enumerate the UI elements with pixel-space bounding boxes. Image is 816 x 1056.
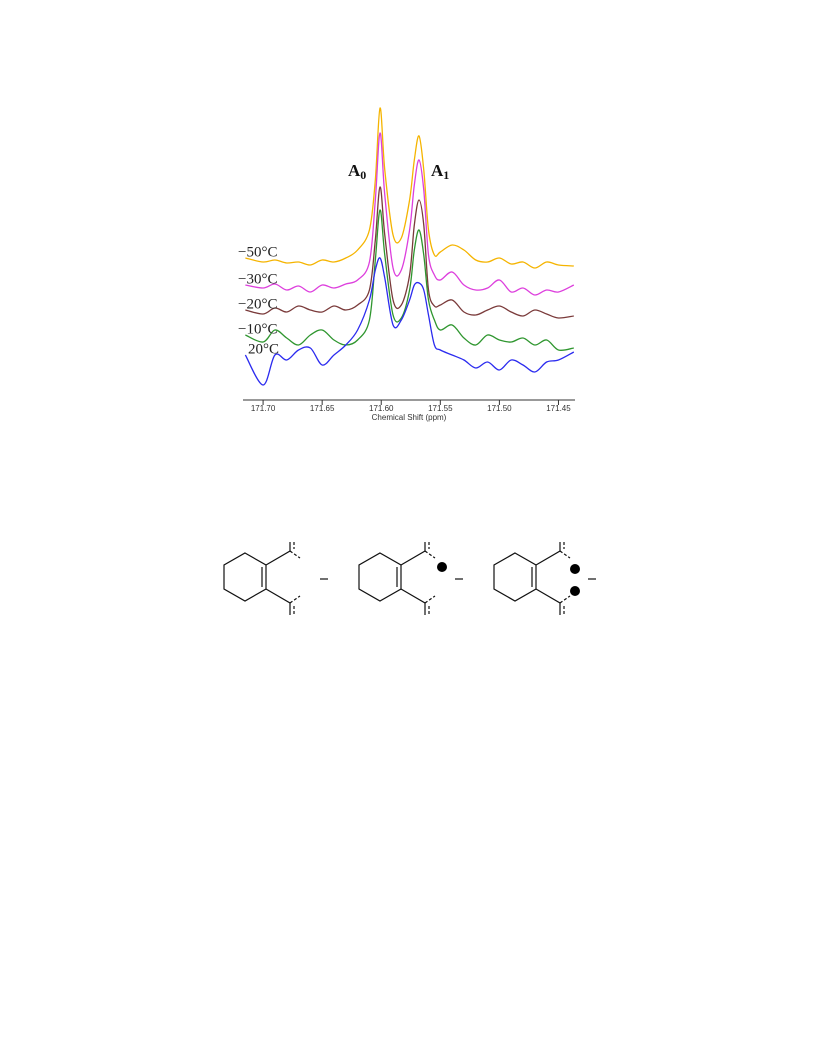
structure [223,542,328,615]
dashed-bond [424,595,436,604]
spectrum-trace [245,186,574,319]
trace-label: −10°C [238,321,277,337]
ring [493,552,537,602]
x-axis-title: Chemical Shift (ppm) [372,413,447,422]
bond [400,542,426,566]
peak-label: A1 [431,161,449,182]
peak-label: A0 [348,161,366,182]
peak-letter: A [431,161,444,180]
bond [265,542,291,566]
radical-dot [570,564,580,574]
spectrum-trace [244,257,575,386]
trace-label: −30°C [238,271,277,287]
dashed-bond [424,550,436,559]
dashed-bond [559,595,571,604]
x-tick-label: 171.65 [310,404,335,413]
x-tick-label: 171.55 [428,404,453,413]
dashed-bond [289,595,301,604]
bond [265,588,291,615]
peak-subscript: 0 [360,168,366,182]
x-tick-label: 171.70 [251,404,276,413]
ring [223,552,267,602]
spectrum-trace [245,107,574,269]
dashed-bond [289,550,301,559]
x-tick-label: 171.60 [369,404,394,413]
structures [223,542,596,615]
trace-label: 20°C [248,341,279,357]
x-tick-label: 171.50 [487,404,512,413]
peak-letter: A [348,161,361,180]
trace-label: −50°C [238,244,277,260]
dashed-bond [559,550,571,559]
peak-subscript: 1 [443,168,449,182]
structure [358,542,463,615]
structure [493,542,596,615]
bond [535,542,561,566]
ring [358,552,402,602]
spectrum-trace [245,132,575,296]
bond [535,588,561,615]
trace-label: −20°C [238,296,277,312]
bond [400,588,426,615]
x-tick-label: 171.45 [546,404,571,413]
spectrum-trace [245,209,574,351]
radical-dot [437,562,447,572]
spectrum-figure: Chemical Shift (ppm) A0 A1 171.70 171.65 1… [238,107,575,422]
radical-dot [570,586,580,596]
